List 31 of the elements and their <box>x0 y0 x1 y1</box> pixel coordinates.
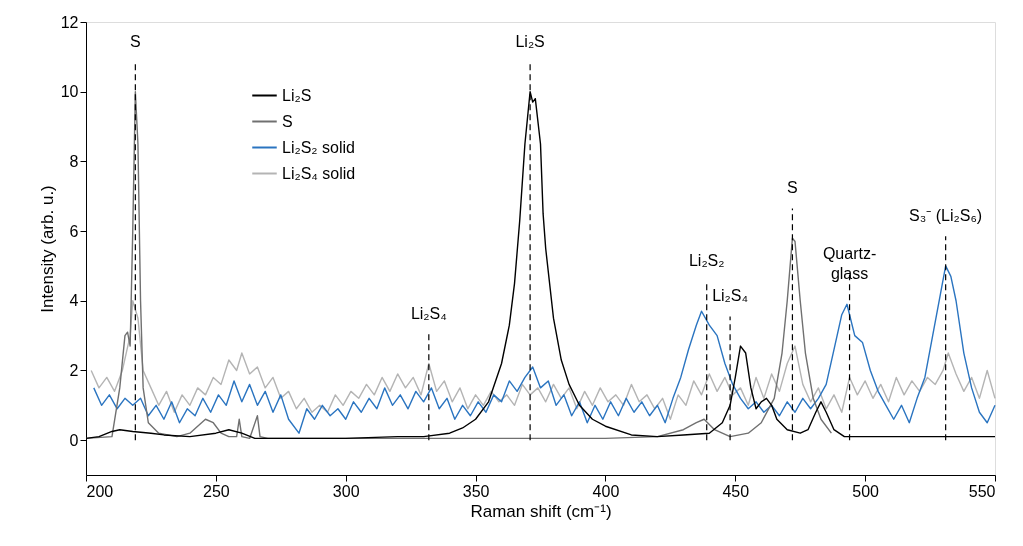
legend-label: Li₂S <box>282 86 312 104</box>
y-tick-label: 12 <box>60 13 79 31</box>
y-axis-title: Intensity (arb. u.) <box>37 185 57 313</box>
x-tick-label: 500 <box>852 482 880 500</box>
legend-label: S <box>282 112 293 130</box>
y-tick-label: 10 <box>60 83 79 101</box>
line-series <box>93 265 996 434</box>
ref-line-label: Li₂S₂ <box>688 252 725 270</box>
y-tick-label: 4 <box>69 292 79 310</box>
x-tick-label: 450 <box>722 482 750 500</box>
ref-line-label: Li₂S₄ <box>410 304 447 322</box>
ref-line-label: Li₂S <box>515 32 545 50</box>
x-tick-label: 300 <box>332 482 360 500</box>
x-tick-label: 250 <box>203 482 230 500</box>
ref-line-label: Li₂S₄ <box>712 287 749 305</box>
y-tick-label: 8 <box>69 152 79 170</box>
legend-label: Li₂S₄ solid <box>282 164 356 182</box>
x-tick-label: 550 <box>968 482 996 500</box>
y-tick-label: 0 <box>69 431 79 449</box>
x-tick-label: 400 <box>592 482 620 500</box>
x-axis-title: Raman shift (cm⁻¹) <box>470 501 612 521</box>
x-tick-label: 350 <box>462 482 490 500</box>
ref-line-label: S <box>787 179 798 197</box>
ref-line-label: S₃⁻ (Li₂S₆) <box>909 207 983 225</box>
legend-label: Li₂S₂ solid <box>282 138 355 156</box>
ref-line-label: S <box>130 32 141 50</box>
x-tick-label: 200 <box>86 482 114 500</box>
y-tick-label: 2 <box>69 361 79 379</box>
y-tick-label: 6 <box>69 222 79 240</box>
line-series <box>90 300 996 420</box>
ref-line-label: Quartz-glass <box>822 245 877 283</box>
